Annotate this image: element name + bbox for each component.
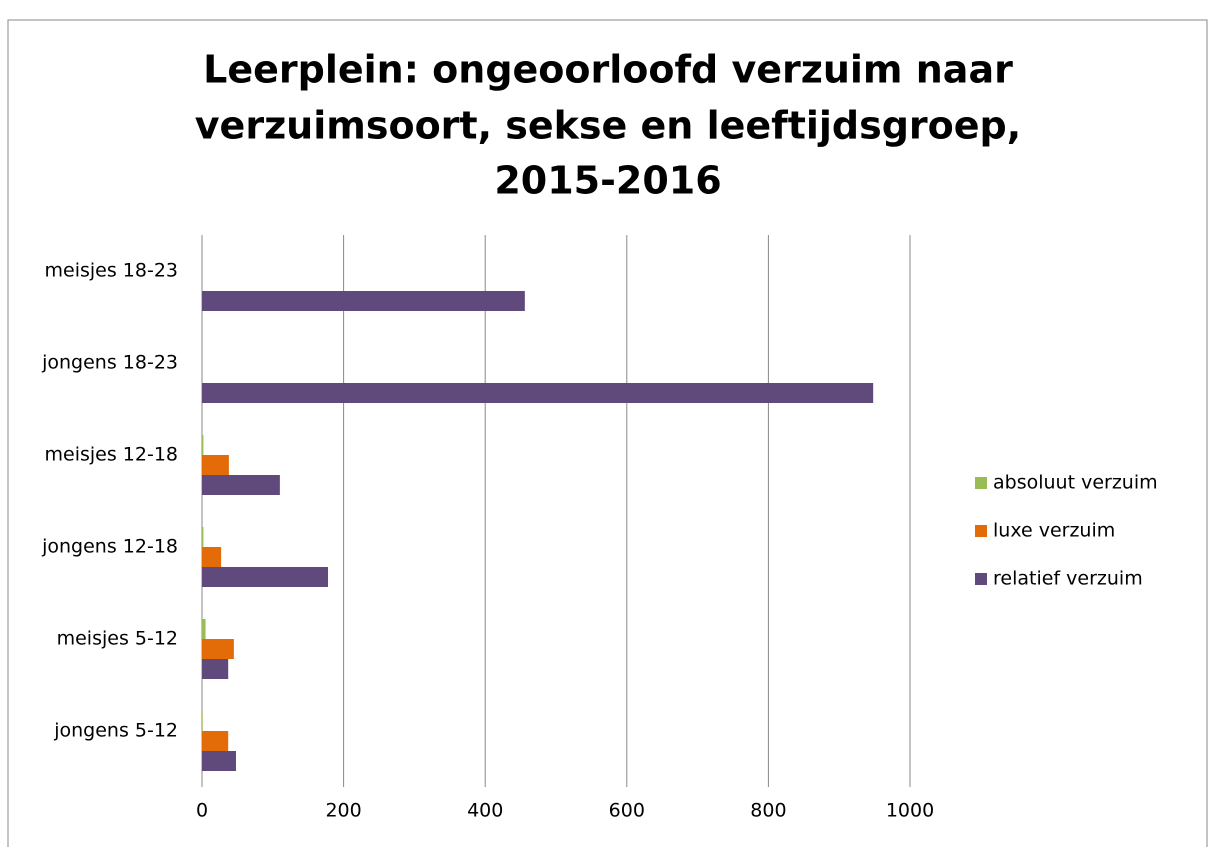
x-tick-label: 0 xyxy=(196,800,208,822)
y-tick-label: jongens 18-23 xyxy=(41,352,178,374)
bar xyxy=(202,527,204,547)
chart-frame xyxy=(7,19,1208,847)
x-tick-label: 200 xyxy=(325,800,361,822)
bar xyxy=(202,547,222,567)
y-tick-label: meisjes 18-23 xyxy=(45,260,179,282)
y-tick-label: jongens 12-18 xyxy=(41,536,178,558)
legend-label: absoluut verzuim xyxy=(993,472,1158,494)
x-tick-label: 600 xyxy=(609,800,645,822)
bar xyxy=(202,455,229,475)
bar xyxy=(202,435,204,455)
bar xyxy=(202,731,229,751)
bar xyxy=(202,619,206,639)
chart-title: Leerplein: ongeoorloofd verzuim naar xyxy=(203,48,1013,92)
x-tick-label: 400 xyxy=(467,800,503,822)
x-tick-label: 1000 xyxy=(886,800,934,822)
y-tick-label: meisjes 12-18 xyxy=(45,444,179,466)
legend-swatch xyxy=(975,525,987,537)
legend-label: relatief verzuim xyxy=(993,568,1143,590)
chart-title: 2015-2016 xyxy=(494,159,721,203)
legend-label: luxe verzuim xyxy=(993,520,1115,542)
bar xyxy=(202,659,229,679)
bar xyxy=(202,567,329,587)
legend-swatch xyxy=(975,573,987,585)
y-tick-label: meisjes 5-12 xyxy=(57,628,178,650)
x-tick-label: 800 xyxy=(750,800,786,822)
bar xyxy=(202,639,234,659)
bar xyxy=(202,475,280,495)
chart-title: verzuimsoort, sekse en leeftijdsgroep, xyxy=(195,104,1021,148)
legend-swatch xyxy=(975,477,987,489)
bar xyxy=(202,383,874,403)
y-tick-label: jongens 5-12 xyxy=(53,720,178,742)
bar xyxy=(202,751,236,771)
bar xyxy=(202,711,203,731)
bar xyxy=(202,291,525,311)
